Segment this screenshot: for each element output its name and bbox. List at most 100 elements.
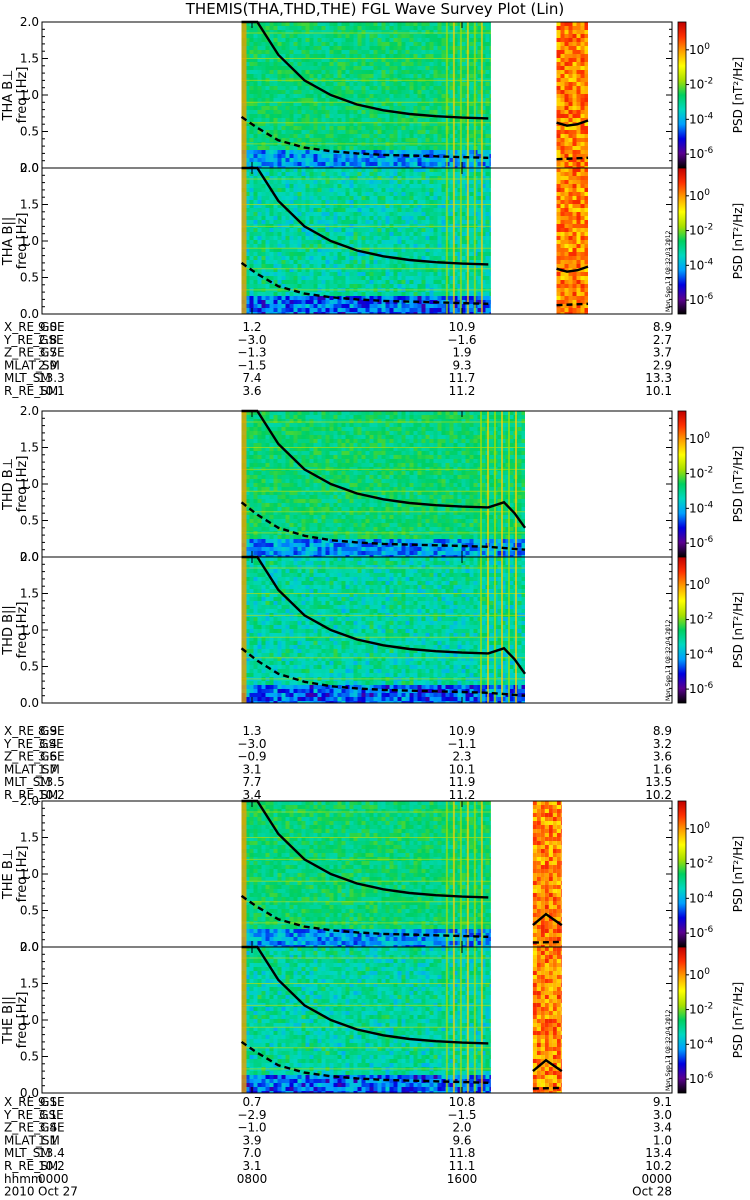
data-segment: [241, 168, 491, 314]
timestamp-stamp: Mon Sep 17 08:32:03 2012: [665, 230, 672, 312]
burst-stripe: [487, 411, 489, 557]
panel-unit-label: freq [Hz]: [15, 602, 30, 659]
burst-stripe: [473, 168, 476, 314]
spectrogram-panel-tha-perp: 0.0 0.5 1.0 1.5 2.0 THA B⊥ freq [Hz] 100 10-2 10-…: [1, 15, 745, 175]
ephemeris-label: R_RE_SM: [4, 1159, 58, 1173]
half-gyro-line: [240, 261, 489, 305]
x-tick-label: 0800: [237, 1172, 268, 1186]
ephemeris-value: 1.2: [242, 320, 261, 334]
panel-ylabel: THD B||: [1, 605, 16, 656]
ephemeris-value: 1.0: [653, 1133, 672, 1147]
data-segment: [532, 947, 562, 1093]
ephemeris-value: 2.0: [452, 1121, 471, 1135]
colorbar-label: PSD [nT²/Hz]: [731, 836, 745, 912]
panel-unit-label: freq [Hz]: [15, 846, 30, 903]
ephemeris-value: 10.2: [38, 1159, 65, 1173]
y-tick-label: 0.0: [20, 550, 39, 564]
segment-edge: [241, 557, 247, 703]
burst-stripe: [445, 947, 448, 1093]
burst-stripe: [501, 411, 503, 557]
colorbar-tick-label: 10-2: [689, 1002, 713, 1017]
y-tick-label: 1.5: [20, 198, 39, 212]
ephemeris-value: 1.9: [452, 346, 471, 360]
timestamp-stamp: Mon Sep 17 08:32:04 2012: [665, 1009, 672, 1091]
date-label-year: 2010: [4, 1185, 35, 1199]
gyro-line: [556, 119, 589, 127]
ephemeris-value: 11.1: [449, 1159, 476, 1173]
ephemeris-label: Z_RE_GSE: [4, 346, 65, 360]
colorbar-tick-label: 10-6: [689, 681, 714, 696]
y-tick-label: 0.5: [20, 271, 39, 285]
date-label-end: Oct 28: [632, 1185, 672, 1199]
ephemeris-value: 11.9: [449, 775, 476, 789]
data-segment: [241, 411, 525, 557]
burst-stripe: [459, 22, 462, 168]
gyro-line: [241, 409, 526, 529]
y-tick-label: 2.0: [20, 404, 39, 418]
half-gyro-line: [556, 156, 589, 161]
ephemeris-value: 2.8: [38, 333, 57, 347]
burst-stripe: [452, 22, 455, 168]
ephemeris-value: 10.1: [645, 384, 672, 398]
y-tick-label: 1.5: [20, 587, 39, 601]
y-tick-label: 2.0: [20, 794, 39, 808]
ephemeris-value: −3.0: [237, 333, 266, 347]
colorbar: 100 10-2 10-4 10-6 PSD [nT²/Hz]: [677, 167, 745, 315]
colorbar: 100 10-2 10-4 10-6 PSD [nT²/Hz]: [677, 800, 745, 948]
ephemeris-value: 9.3: [452, 358, 471, 372]
ephemeris-value: 13.3: [38, 371, 65, 385]
y-tick-label: 2.0: [20, 15, 39, 29]
y-tick-label: 2.0: [20, 940, 39, 954]
data-segment: [241, 801, 491, 947]
burst-stripe: [445, 168, 448, 314]
timestamp-stamp: Mon Sep 17 08:32:04 2012: [665, 619, 672, 701]
colorbar-label: PSD [nT²/Hz]: [731, 203, 745, 279]
gyro-line: [241, 799, 489, 899]
colorbar: 100 10-2 10-4 10-6 PSD [nT²/Hz]: [677, 410, 745, 558]
ephemeris-label: MLAT_SM: [4, 762, 60, 776]
ephemeris-value: 13.5: [38, 775, 65, 789]
colorbar-tick-label: 10-6: [689, 1071, 714, 1086]
half-gyro-line: [240, 501, 526, 551]
ephemeris-value: 10.9: [449, 320, 476, 334]
ephemeris-value: 13.4: [645, 1146, 672, 1160]
x-tick-label: 1600: [447, 1172, 478, 1186]
y-tick-label: 1.0: [20, 234, 39, 248]
ephemeris-value: 3.6: [242, 384, 261, 398]
ephemeris-value: 8.9: [653, 724, 672, 738]
colorbar-gradient: [677, 946, 687, 1094]
panel-ylabel: THD B⊥: [1, 458, 16, 511]
panel-unit-label: freq [Hz]: [15, 992, 30, 1049]
segment-edge: [241, 22, 247, 168]
gyro-line: [241, 20, 489, 120]
gyro-line: [241, 945, 489, 1045]
panel-ylabel: THA B⊥: [1, 70, 16, 122]
burst-stripe: [466, 801, 469, 947]
data-segment: [241, 22, 491, 168]
ephemeris-label: MLT_SM: [4, 371, 51, 385]
ephemeris-value: 3.7: [38, 346, 57, 360]
gyro-line: [241, 555, 526, 675]
colorbar-tick-label: 100: [689, 577, 710, 592]
burst-stripe: [473, 22, 476, 168]
gyro-lines: [240, 409, 526, 551]
ephemeris-value: 3.1: [242, 762, 261, 776]
burst-stripe: [452, 947, 455, 1093]
burst-stripe: [480, 557, 482, 703]
ephemeris-value: 9.6: [452, 1133, 471, 1147]
figure-title: THEMIS(THA,THD,THE) FGL Wave Survey Plot…: [185, 0, 564, 18]
ephemeris-label: X_RE_GSE: [4, 724, 65, 738]
date-label-start: Oct 27: [38, 1185, 78, 1199]
gyro-line: [532, 1058, 563, 1073]
burst-stripe: [480, 411, 482, 557]
burst-stripe: [452, 801, 455, 947]
ephemeris-value: 2.3: [452, 750, 471, 764]
colorbar-label: PSD [nT²/Hz]: [731, 57, 745, 133]
ephemeris-value: −1.5: [237, 358, 266, 372]
panel-unit-label: freq [Hz]: [15, 456, 30, 513]
ephemeris-label: MLAT_SM: [4, 1133, 60, 1147]
colorbar: 100 10-2 10-4 10-6 PSD [nT²/Hz]: [677, 556, 745, 704]
